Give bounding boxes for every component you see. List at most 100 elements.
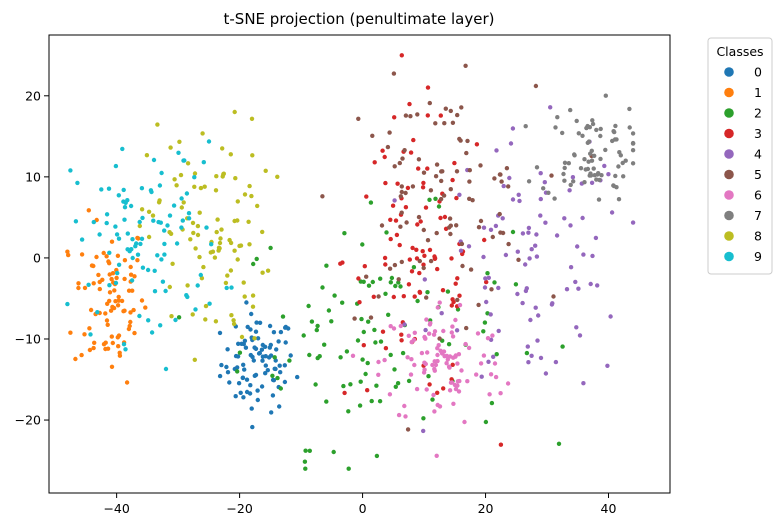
point-class-6 <box>431 332 437 337</box>
point-class-3 <box>451 299 456 305</box>
point-class-2 <box>388 352 393 358</box>
point-class-2 <box>411 265 417 270</box>
point-class-6 <box>412 362 417 368</box>
point-class-7 <box>598 133 603 139</box>
point-class-8 <box>228 152 233 157</box>
point-class-8 <box>214 229 219 235</box>
point-class-8 <box>217 240 223 246</box>
point-class-6 <box>444 353 450 359</box>
point-class-6 <box>445 357 450 362</box>
point-class-9 <box>204 225 209 230</box>
point-class-2 <box>309 319 315 324</box>
point-class-2 <box>560 344 565 349</box>
point-class-5 <box>434 162 440 167</box>
point-class-1 <box>128 310 133 315</box>
x-tick-label: 0 <box>359 501 367 516</box>
point-class-1 <box>103 340 108 345</box>
point-class-9 <box>129 247 134 252</box>
point-class-0 <box>248 383 253 388</box>
point-class-6 <box>432 409 437 414</box>
point-class-3 <box>403 205 409 210</box>
point-class-1 <box>139 298 145 303</box>
point-class-0 <box>273 366 278 372</box>
point-class-2 <box>272 355 277 360</box>
point-class-8 <box>249 116 255 122</box>
point-class-9 <box>113 224 118 229</box>
point-class-3 <box>435 266 440 272</box>
point-class-5 <box>476 302 481 308</box>
point-class-4 <box>482 285 488 290</box>
point-class-8 <box>146 209 152 214</box>
point-class-3 <box>449 377 454 382</box>
point-class-9 <box>140 265 146 270</box>
points-layer <box>65 53 636 471</box>
point-class-8 <box>249 193 254 199</box>
point-class-9 <box>163 366 169 372</box>
point-class-5 <box>454 169 460 174</box>
point-class-3 <box>401 294 406 299</box>
point-class-0 <box>288 353 293 358</box>
point-class-6 <box>424 387 429 392</box>
point-class-1 <box>66 252 71 258</box>
point-class-2 <box>513 282 519 287</box>
point-class-1 <box>132 330 137 336</box>
point-class-0 <box>268 353 274 358</box>
point-class-3 <box>388 217 393 222</box>
point-class-6 <box>455 361 460 366</box>
point-class-1 <box>115 253 121 258</box>
point-class-6 <box>455 383 460 388</box>
point-class-4 <box>479 374 484 379</box>
point-class-0 <box>278 370 283 375</box>
point-class-9 <box>195 283 200 288</box>
point-class-5 <box>404 220 409 225</box>
point-class-1 <box>109 364 115 369</box>
point-class-6 <box>457 302 463 308</box>
point-class-2 <box>358 379 363 384</box>
point-class-6 <box>478 361 484 366</box>
point-class-4 <box>494 148 499 153</box>
point-class-2 <box>389 275 395 281</box>
point-class-2 <box>395 381 401 386</box>
point-class-8 <box>195 232 201 238</box>
legend: Classes 0 1 2 3 4 5 6 7 8 9 <box>707 37 773 275</box>
point-class-3 <box>438 215 443 221</box>
point-class-3 <box>441 386 446 391</box>
point-class-2 <box>510 229 516 235</box>
legend-label-8: 8 <box>754 229 762 244</box>
point-class-9 <box>122 217 127 222</box>
point-class-8 <box>263 168 268 173</box>
point-class-0 <box>241 341 246 347</box>
point-class-3 <box>415 222 420 227</box>
point-class-1 <box>109 239 115 244</box>
legend-marker-3 <box>724 128 734 139</box>
point-class-0 <box>236 381 242 386</box>
point-class-9 <box>167 213 173 218</box>
point-class-2 <box>275 375 280 381</box>
point-class-7 <box>568 107 573 113</box>
point-class-2 <box>324 263 329 268</box>
point-class-5 <box>441 193 447 198</box>
point-class-2 <box>346 409 351 414</box>
point-class-0 <box>236 341 241 346</box>
point-class-9 <box>162 228 167 233</box>
point-class-5 <box>437 336 442 341</box>
point-class-3 <box>406 282 412 287</box>
point-class-4 <box>454 328 460 333</box>
point-class-1 <box>108 308 114 313</box>
point-class-1 <box>76 285 81 291</box>
point-class-9 <box>184 293 189 298</box>
point-class-4 <box>543 220 548 225</box>
point-class-1 <box>128 264 133 270</box>
point-class-3 <box>371 294 376 299</box>
point-class-4 <box>517 198 522 204</box>
point-class-5 <box>516 257 521 262</box>
point-class-5 <box>364 274 369 279</box>
point-class-2 <box>384 230 389 235</box>
point-class-3 <box>357 300 362 305</box>
point-class-6 <box>444 361 449 366</box>
point-class-9 <box>198 272 203 278</box>
point-class-8 <box>239 334 245 340</box>
point-class-2 <box>278 386 283 391</box>
point-class-6 <box>435 305 440 310</box>
